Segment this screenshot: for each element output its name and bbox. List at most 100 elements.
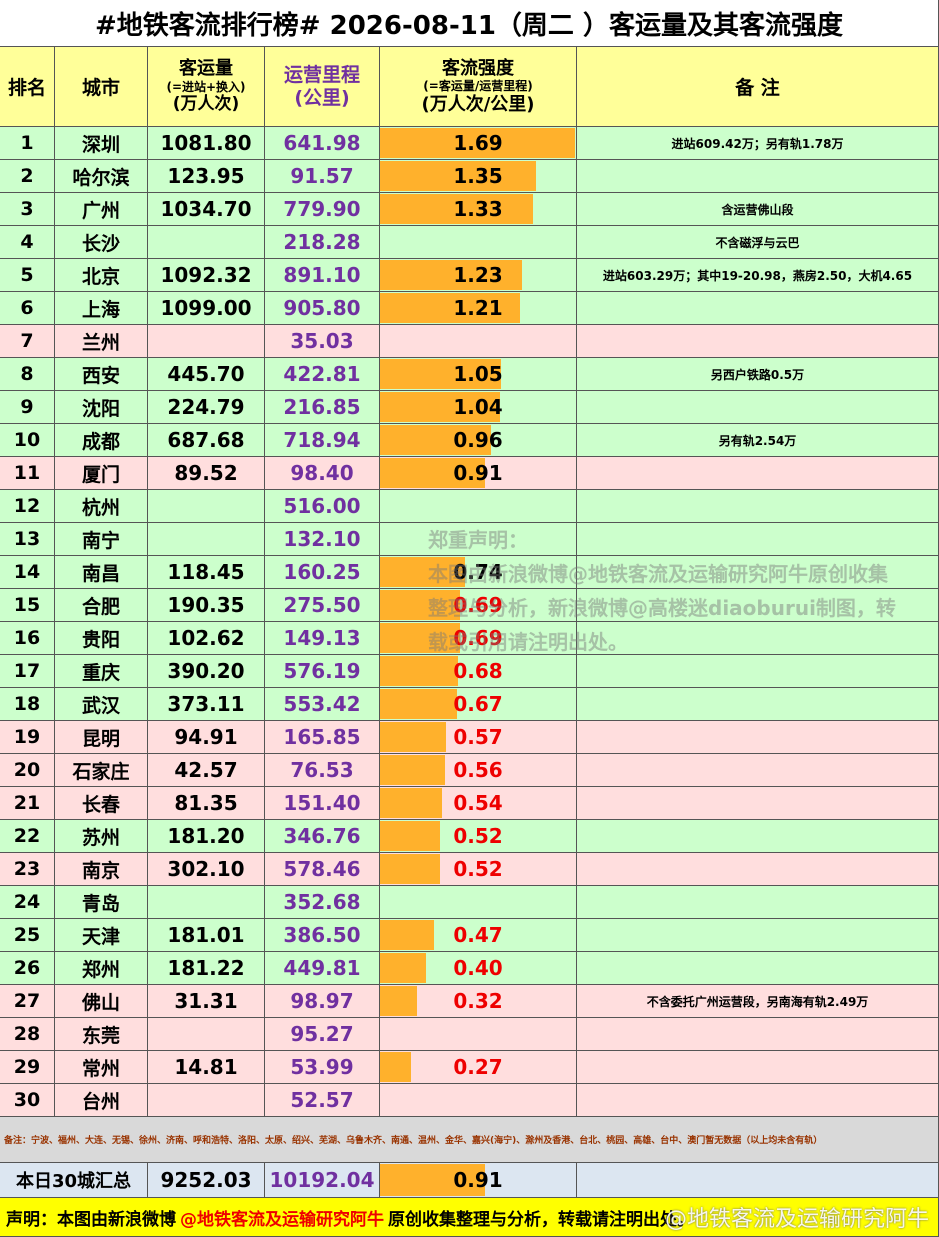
cell-text: 5 — [20, 264, 34, 286]
rank-cell: 30 — [0, 1084, 55, 1117]
intensity-cell: 0.57 — [380, 721, 577, 754]
cell-text: 0.68 — [453, 659, 503, 683]
city-cell: 青岛 — [55, 886, 148, 919]
cell-text: 石家庄 — [72, 760, 130, 783]
cell-text: 沈阳 — [81, 397, 120, 420]
intensity-cell — [380, 886, 577, 919]
note-cell: 另西户铁路0.5万 — [577, 358, 939, 391]
ridership-cell: 181.01 — [148, 919, 265, 952]
city-cell: 长春 — [55, 787, 148, 820]
cell-text: 备 注 — [735, 77, 780, 99]
cell-text: 641.98 — [283, 131, 361, 155]
city-cell: 沈阳 — [55, 391, 148, 424]
note-cell — [577, 754, 939, 787]
city-cell: 佛山 — [55, 985, 148, 1018]
cell-text: 进站603.29万；其中19-20.98，燕房2.50，大机4.65 — [602, 268, 913, 283]
header-cell: 运营里程 (公里) — [265, 47, 380, 127]
cell-text: 0.69 — [453, 593, 503, 617]
rank-cell: 19 — [0, 721, 55, 754]
cell-text: 181.22 — [167, 956, 245, 980]
city-cell: 成都 — [55, 424, 148, 457]
rank-cell: 5 — [0, 259, 55, 292]
cell-text: 151.40 — [283, 791, 361, 815]
cell-text: 718.94 — [283, 428, 361, 452]
cell-text: 30 — [13, 1089, 41, 1111]
total-note — [577, 1163, 939, 1198]
ridership-cell: 224.79 — [148, 391, 265, 424]
cell-text: 190.35 — [167, 593, 245, 617]
intensity-cell: 1.21 — [380, 292, 577, 325]
ridership-cell — [148, 886, 265, 919]
rank-cell: 27 — [0, 985, 55, 1018]
city-cell: 合肥 — [55, 589, 148, 622]
ridership-cell — [148, 490, 265, 523]
intensity-bar — [380, 986, 417, 1016]
rank-cell: 8 — [0, 358, 55, 391]
cell-text: 53.99 — [290, 1055, 354, 1079]
title-text: #地铁客流排行榜# 2026-08-11（周二 ）客运量及其客流强度 — [95, 10, 843, 41]
cell-text: 南昌 — [81, 562, 120, 585]
cell-text: 89.52 — [174, 461, 238, 485]
length-cell: 132.10 — [265, 523, 380, 556]
cell-text: 0.91 — [453, 461, 503, 485]
rank-cell: 17 — [0, 655, 55, 688]
city-cell: 郑州 — [55, 952, 148, 985]
cell-text: 905.80 — [283, 296, 361, 320]
length-cell: 35.03 — [265, 325, 380, 358]
intensity-bar — [380, 260, 522, 290]
cell-text: 15 — [13, 594, 41, 616]
cell-text: 25 — [13, 924, 41, 946]
cell-text: 181.20 — [167, 824, 245, 848]
length-cell: 422.81 — [265, 358, 380, 391]
intensity-cell: 0.40 — [380, 952, 577, 985]
city-cell: 北京 — [55, 259, 148, 292]
cell-text: 客运量 — [179, 58, 233, 80]
cell-text: 891.10 — [283, 263, 361, 287]
cell-text: 98.40 — [290, 461, 354, 485]
intensity-cell: 0.74 — [380, 556, 577, 589]
intensity-cell — [380, 1018, 577, 1051]
cell-text: 42.57 — [174, 758, 238, 782]
ridership-cell: 445.70 — [148, 358, 265, 391]
ridership-cell: 1092.32 — [148, 259, 265, 292]
cell-text: 35.03 — [290, 329, 354, 353]
length-cell: 76.53 — [265, 754, 380, 787]
ridership-cell: 81.35 — [148, 787, 265, 820]
cell-text: 302.10 — [167, 857, 245, 881]
note-cell — [577, 622, 939, 655]
ridership-cell: 390.20 — [148, 655, 265, 688]
rank-cell: 9 — [0, 391, 55, 424]
intensity-bar — [380, 359, 502, 389]
note-cell — [577, 853, 939, 886]
cell-text: 52.57 — [290, 1088, 354, 1112]
cell-text: 24 — [13, 891, 41, 913]
cell-text: 12 — [13, 495, 41, 517]
rank-cell: 20 — [0, 754, 55, 787]
header-cell: 客运量 (=进站+换入) (万人次) — [148, 47, 265, 127]
cell-text: 重庆 — [81, 661, 120, 684]
footnote: 备注：宁波、福州、大连、无锡、徐州、济南、呼和浩特、洛阳、太原、绍兴、芜湖、乌鲁… — [0, 1117, 939, 1163]
note-cell — [577, 886, 939, 919]
city-cell: 石家庄 — [55, 754, 148, 787]
notice-title: 郑重声明： — [428, 528, 528, 552]
cell-text: 20 — [13, 759, 41, 781]
intensity-bar — [380, 392, 500, 422]
cell-text: 26 — [13, 957, 41, 979]
city-cell: 长沙 — [55, 226, 148, 259]
ridership-cell: 181.20 — [148, 820, 265, 853]
city-cell: 昆明 — [55, 721, 148, 754]
intensity-cell: 0.67 — [380, 688, 577, 721]
city-cell: 台州 — [55, 1084, 148, 1117]
intensity-cell: 0.96 — [380, 424, 577, 457]
cell-text: 578.46 — [283, 857, 361, 881]
intensity-cell: 0.91 — [380, 457, 577, 490]
cell-text: 台州 — [81, 1090, 120, 1113]
cell-text: 0.52 — [453, 824, 503, 848]
cell-text: 0.27 — [453, 1055, 503, 1079]
cell-text: 备注：宁波、福州、大连、无锡、徐州、济南、呼和浩特、洛阳、太原、绍兴、芜湖、乌鲁… — [4, 1136, 823, 1146]
cell-text: 1034.70 — [160, 197, 252, 221]
intensity-cell: 1.33 — [380, 193, 577, 226]
cell-text: 含运营佛山段 — [721, 202, 794, 217]
cell-text: 排名 — [7, 77, 46, 99]
cell-text: (万人次/公里) — [421, 93, 535, 115]
